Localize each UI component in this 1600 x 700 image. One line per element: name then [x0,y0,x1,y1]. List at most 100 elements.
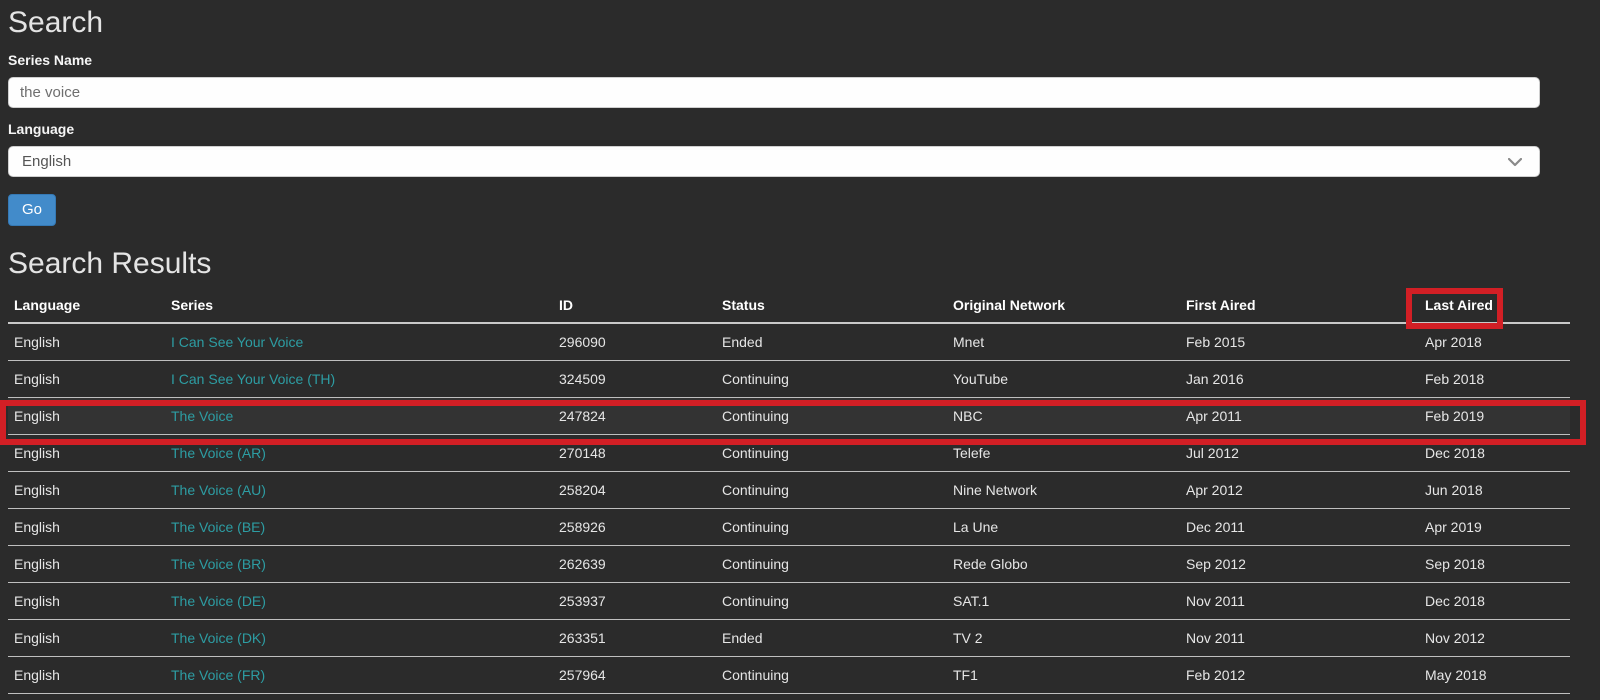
cell-id: 263351 [553,619,716,657]
cell-language: English [8,619,165,657]
series-link[interactable]: The Voice (BR) [171,555,266,572]
series-name-input[interactable] [8,77,1540,108]
cell-status: Continuing [716,434,947,472]
series-link[interactable]: The Voice (BE) [171,518,266,535]
column-header-id: ID [553,287,716,324]
series-link[interactable]: The Voice [171,407,234,424]
language-select[interactable]: English [8,146,1540,177]
language-select-value: English [22,153,72,170]
table-row: English The Voice (BE) 258926 Continuing… [8,508,1570,546]
cell-language: English [8,656,165,694]
cell-language: English [8,582,165,620]
cell-status: Continuing [716,471,947,509]
cell-first-aired: Apr 2011 [1180,397,1419,435]
cell-first-aired: Feb 2015 [1180,323,1419,361]
cell-last-aired: Dec 2018 [1419,582,1570,620]
cell-id: 257964 [553,656,716,694]
table-row: English The Voice (FR) 257964 Continuing… [8,656,1570,694]
series-link[interactable]: The Voice (DK) [171,629,266,646]
cell-language: English [8,323,165,361]
cell-first-aired: Nov 2011 [1180,582,1419,620]
cell-last-aired: Feb 2019 [1419,397,1570,435]
cell-language: English [8,545,165,583]
cell-status: Ended [716,323,947,361]
cell-last-aired: Dec 2018 [1419,434,1570,472]
table-row: English The Voice (AR) 270148 Continuing… [8,434,1570,472]
cell-status: Continuing [716,508,947,546]
series-link[interactable]: I Can See Your Voice [171,333,304,350]
cell-series: The Voice (AU) [165,471,553,509]
results-title: Search Results [8,247,212,280]
column-header-status: Status [716,287,947,324]
results-table: Language Series ID Status Original Netwo… [8,287,1570,694]
chevron-down-icon [1508,158,1522,167]
series-link[interactable]: The Voice (DE) [171,592,266,609]
table-header-row: Language Series ID Status Original Netwo… [8,287,1570,324]
cell-original-network: NBC [947,397,1180,435]
column-header-series: Series [165,287,553,324]
cell-series: The Voice (AR) [165,434,553,472]
table-row: English The Voice (AU) 258204 Continuing… [8,471,1570,509]
table-row: English I Can See Your Voice (TH) 324509… [8,360,1570,398]
cell-original-network: TF1 [947,656,1180,694]
cell-last-aired: Feb 2018 [1419,360,1570,398]
series-link[interactable]: The Voice (AU) [171,481,266,498]
table-row: English I Can See Your Voice 296090 Ende… [8,323,1570,361]
cell-series: I Can See Your Voice [165,323,553,361]
table-row: English The Voice (BR) 262639 Continuing… [8,545,1570,583]
page-title: Search [8,6,104,39]
series-link[interactable]: The Voice (FR) [171,666,266,683]
cell-first-aired: Jul 2012 [1180,434,1419,472]
column-header-first-aired: First Aired [1180,287,1419,324]
cell-language: English [8,397,165,435]
cell-last-aired: May 2018 [1419,656,1570,694]
cell-original-network: TV 2 [947,619,1180,657]
column-header-original-network: Original Network [947,287,1180,324]
cell-original-network: Telefe [947,434,1180,472]
cell-last-aired: Jun 2018 [1419,471,1570,509]
cell-language: English [8,434,165,472]
cell-language: English [8,360,165,398]
cell-first-aired: Dec 2011 [1180,508,1419,546]
cell-id: 296090 [553,323,716,361]
cell-first-aired: Feb 2012 [1180,656,1419,694]
cell-original-network: Nine Network [947,471,1180,509]
cell-id: 270148 [553,434,716,472]
language-label: Language [8,121,75,137]
cell-original-network: Rede Globo [947,545,1180,583]
cell-first-aired: Apr 2012 [1180,471,1419,509]
cell-status: Continuing [716,397,947,435]
cell-id: 247824 [553,397,716,435]
cell-status: Continuing [716,582,947,620]
cell-original-network: YouTube [947,360,1180,398]
column-header-last-aired: Last Aired [1419,287,1570,324]
cell-series: The Voice (BE) [165,508,553,546]
cell-status: Continuing [716,360,947,398]
cell-series: I Can See Your Voice (TH) [165,360,553,398]
cell-series: The Voice (DK) [165,619,553,657]
cell-id: 258204 [553,471,716,509]
cell-series: The Voice (BR) [165,545,553,583]
cell-last-aired: Sep 2018 [1419,545,1570,583]
series-link[interactable]: I Can See Your Voice (TH) [171,370,336,387]
cell-language: English [8,471,165,509]
cell-series: The Voice [165,397,553,435]
cell-first-aired: Sep 2012 [1180,545,1419,583]
table-row: English The Voice (DK) 263351 Ended TV 2… [8,619,1570,657]
cell-original-network: SAT.1 [947,582,1180,620]
cell-series: The Voice (FR) [165,656,553,694]
cell-first-aired: Nov 2011 [1180,619,1419,657]
cell-status: Ended [716,619,947,657]
cell-last-aired: Apr 2018 [1419,323,1570,361]
series-link[interactable]: The Voice (AR) [171,444,266,461]
cell-id: 262639 [553,545,716,583]
cell-last-aired: Apr 2019 [1419,508,1570,546]
cell-status: Continuing [716,545,947,583]
cell-status: Continuing [716,656,947,694]
table-row: English The Voice 247824 Continuing NBC … [8,397,1570,435]
cell-id: 253937 [553,582,716,620]
table-row: English The Voice (DE) 253937 Continuing… [8,582,1570,620]
cell-last-aired: Nov 2012 [1419,619,1570,657]
go-button[interactable]: Go [8,194,57,226]
